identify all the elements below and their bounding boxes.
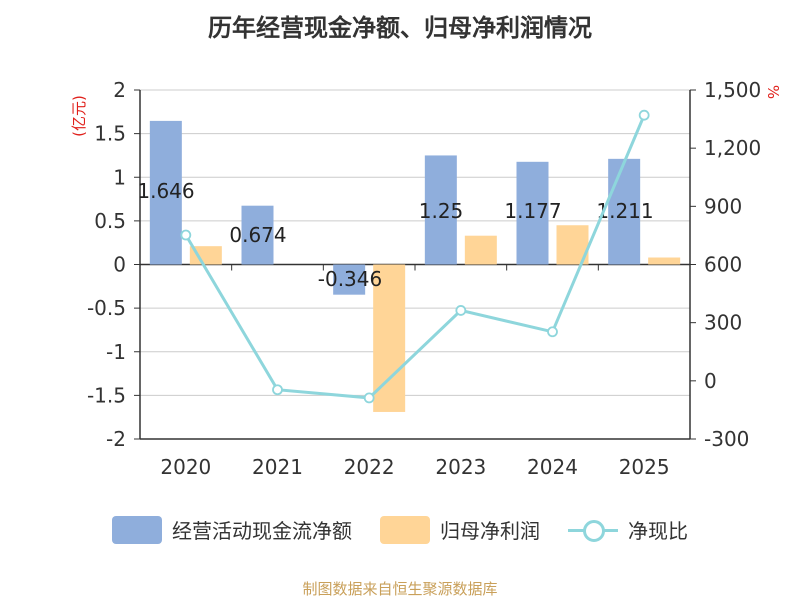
source-note: 制图数据来自恒生聚源数据库	[302, 580, 498, 598]
right-tick-label: 0	[704, 369, 717, 393]
bar-net-profit	[189, 246, 222, 265]
chart-title: 历年经营现金净额、归母净利润情况	[208, 14, 592, 42]
bar-cashflow	[608, 158, 641, 265]
left-tick-label: 1	[113, 165, 126, 189]
ratio-point	[547, 326, 558, 338]
ratio-line	[184, 114, 646, 400]
legend-swatch-ratio	[568, 516, 618, 544]
x-tick-label: 2023	[435, 455, 486, 479]
right-tick-label: 1,200	[704, 136, 761, 160]
left-tick-label: 2	[113, 78, 126, 102]
legend: 经营活动现金流净额 归母净利润 净现比	[0, 515, 800, 544]
x-tick-label: 2025	[619, 455, 670, 479]
bar-cashflow	[424, 155, 457, 265]
data-label-cashflow: -0.346	[318, 267, 382, 291]
ratio-point	[180, 229, 192, 241]
left-tick-label: 0.5	[94, 209, 126, 233]
right-tick-label: 900	[704, 194, 742, 218]
left-tick-label: 1.5	[94, 122, 126, 146]
left-tick-label: -1	[106, 340, 126, 364]
x-tick-label: 2022	[344, 455, 395, 479]
bar-net-profit	[648, 257, 681, 265]
bar-cashflow	[333, 264, 366, 295]
x-tick-label: 2021	[252, 455, 303, 479]
right-tick-label: 1,500	[704, 78, 761, 102]
left-tick-label: -2	[106, 427, 126, 451]
legend-label-ratio: 净现比	[628, 519, 688, 543]
bar-cashflow	[149, 120, 182, 265]
legend-item-cashflow[interactable]: 经营活动现金流净额	[112, 515, 352, 544]
x-tick-label: 2024	[527, 455, 578, 479]
data-label-cashflow: 1.646	[137, 179, 194, 203]
legend-label-cashflow: 经营活动现金流净额	[172, 519, 352, 543]
bar-cashflow	[516, 161, 549, 265]
bar-net-profit	[464, 235, 497, 265]
legend-item-ratio[interactable]: 净现比	[568, 515, 688, 544]
right-axis-unit: %	[764, 85, 782, 99]
data-label-cashflow: 1.177	[504, 199, 561, 223]
data-label-cashflow: 1.25	[419, 199, 464, 223]
ratio-point	[455, 305, 467, 316]
x-tick-label: 2020	[160, 455, 211, 479]
data-label-cashflow: 0.674	[229, 223, 286, 247]
ratio-point	[638, 109, 650, 121]
legend-swatch-cashflow	[112, 515, 162, 544]
right-tick-label: -300	[704, 427, 749, 451]
ratio-point	[363, 392, 375, 404]
bar-cashflow	[241, 205, 274, 265]
legend-item-net-profit[interactable]: 归母净利润	[380, 515, 540, 544]
right-tick-label: 300	[704, 311, 742, 335]
ratio-point	[272, 384, 283, 396]
legend-label-net-profit: 归母净利润	[440, 519, 540, 543]
left-tick-label: -1.5	[87, 383, 126, 407]
left-axis-unit: (亿元)	[70, 95, 88, 137]
left-tick-label: 0	[113, 253, 126, 277]
legend-swatch-net-profit	[380, 515, 430, 544]
left-tick-label: -0.5	[87, 296, 126, 320]
right-tick-label: 600	[704, 253, 742, 277]
